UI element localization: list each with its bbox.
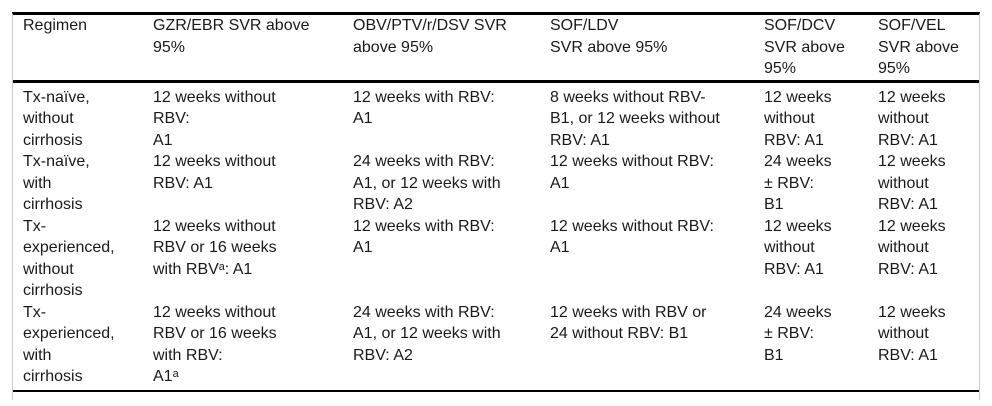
cell-sof-dcv: 12 weeks without RBV: A1 [764, 88, 832, 149]
column-header-sof-vel: SOF/VEL SVR above 95% [868, 15, 979, 83]
column-header-gzr-ebr: GZR/EBR SVR above 95% [143, 15, 343, 83]
cell-sof-dcv: 12 weeks without RBV: A1 [764, 217, 832, 278]
cell-sof-dcv: 24 weeks ± RBV: B1 [764, 303, 832, 364]
table-row-tx-naive-with-cirrhosis: Tx-naïve, with cirrhosis 12 weeks withou… [13, 151, 979, 216]
table-row-tx-naive-without-cirrhosis: Tx-naïve, without cirrhosis 12 weeks wit… [13, 81, 979, 151]
cell-sof-vel: 12 weeks without RBV: A1 [878, 303, 946, 364]
column-header-sof-dcv: SOF/DCV SVR above 95% [754, 15, 868, 83]
cell-sof-ldv: 8 weeks without RBV- B1, or 12 weeks wit… [550, 88, 720, 149]
table-row-tx-experienced-without-cirrhosis: Tx- experienced, without cirrhosis 12 we… [13, 216, 979, 302]
cell-sof-vel: 12 weeks without RBV: A1 [878, 153, 946, 213]
cell-sof-vel: 12 weeks without RBV: A1 [878, 217, 946, 278]
cell-regimen: Tx-naïve, with cirrhosis [23, 153, 90, 213]
column-header-sof-ldv: SOF/LDV SVR above 95% [540, 15, 754, 83]
table-header: Regimen GZR/EBR SVR above 95% OBV/PTV/r/… [13, 15, 979, 83]
regimen-table-frame: Regimen GZR/EBR SVR above 95% OBV/PTV/r/… [12, 12, 980, 400]
cell-sof-ldv: 12 weeks without RBV: A1 [550, 217, 714, 257]
column-header-regimen: Regimen [13, 15, 143, 83]
table-body: Tx-naïve, without cirrhosis 12 weeks wit… [13, 81, 979, 391]
cell-regimen: Tx- experienced, without cirrhosis [23, 217, 115, 300]
cell-obv-ptv-r-dsv: 24 weeks with RBV: A1, or 12 weeks with … [353, 153, 501, 213]
cell-sof-dcv: 24 weeks ± RBV: B1 [764, 153, 832, 213]
table-frame-footer-space [13, 392, 979, 400]
cell-regimen: Tx-naïve, without cirrhosis [23, 88, 90, 149]
regimen-table: Regimen GZR/EBR SVR above 95% OBV/PTV/r/… [13, 15, 979, 392]
cell-sof-ldv: 12 weeks without RBV: A1 [550, 153, 714, 192]
cell-gzr-ebr: 12 weeks without RBV or 16 weeks with RB… [153, 303, 277, 386]
cell-sof-vel: 12 weeks without RBV: A1 [878, 88, 946, 149]
cell-obv-ptv-r-dsv: 24 weeks with RBV: A1, or 12 weeks with … [353, 303, 501, 364]
cell-obv-ptv-r-dsv: 12 weeks with RBV: A1 [353, 217, 495, 257]
cell-regimen: Tx- experienced, with cirrhosis [23, 303, 115, 386]
cell-obv-ptv-r-dsv: 12 weeks with RBV: A1 [353, 88, 495, 128]
cell-gzr-ebr: 12 weeks without RBV: A1 [153, 153, 276, 192]
cell-sof-ldv: 12 weeks with RBV or 24 without RBV: B1 [550, 303, 707, 343]
header-row: Regimen GZR/EBR SVR above 95% OBV/PTV/r/… [13, 15, 979, 83]
column-header-obv-ptv-r-dsv: OBV/PTV/r/DSV SVR above 95% [343, 15, 540, 83]
table-row-tx-experienced-with-cirrhosis: Tx- experienced, with cirrhosis 12 weeks… [13, 302, 979, 391]
cell-gzr-ebr: 12 weeks without RBV or 16 weeks with RB… [153, 217, 277, 278]
cell-gzr-ebr: 12 weeks without RBV: A1 [153, 88, 276, 149]
